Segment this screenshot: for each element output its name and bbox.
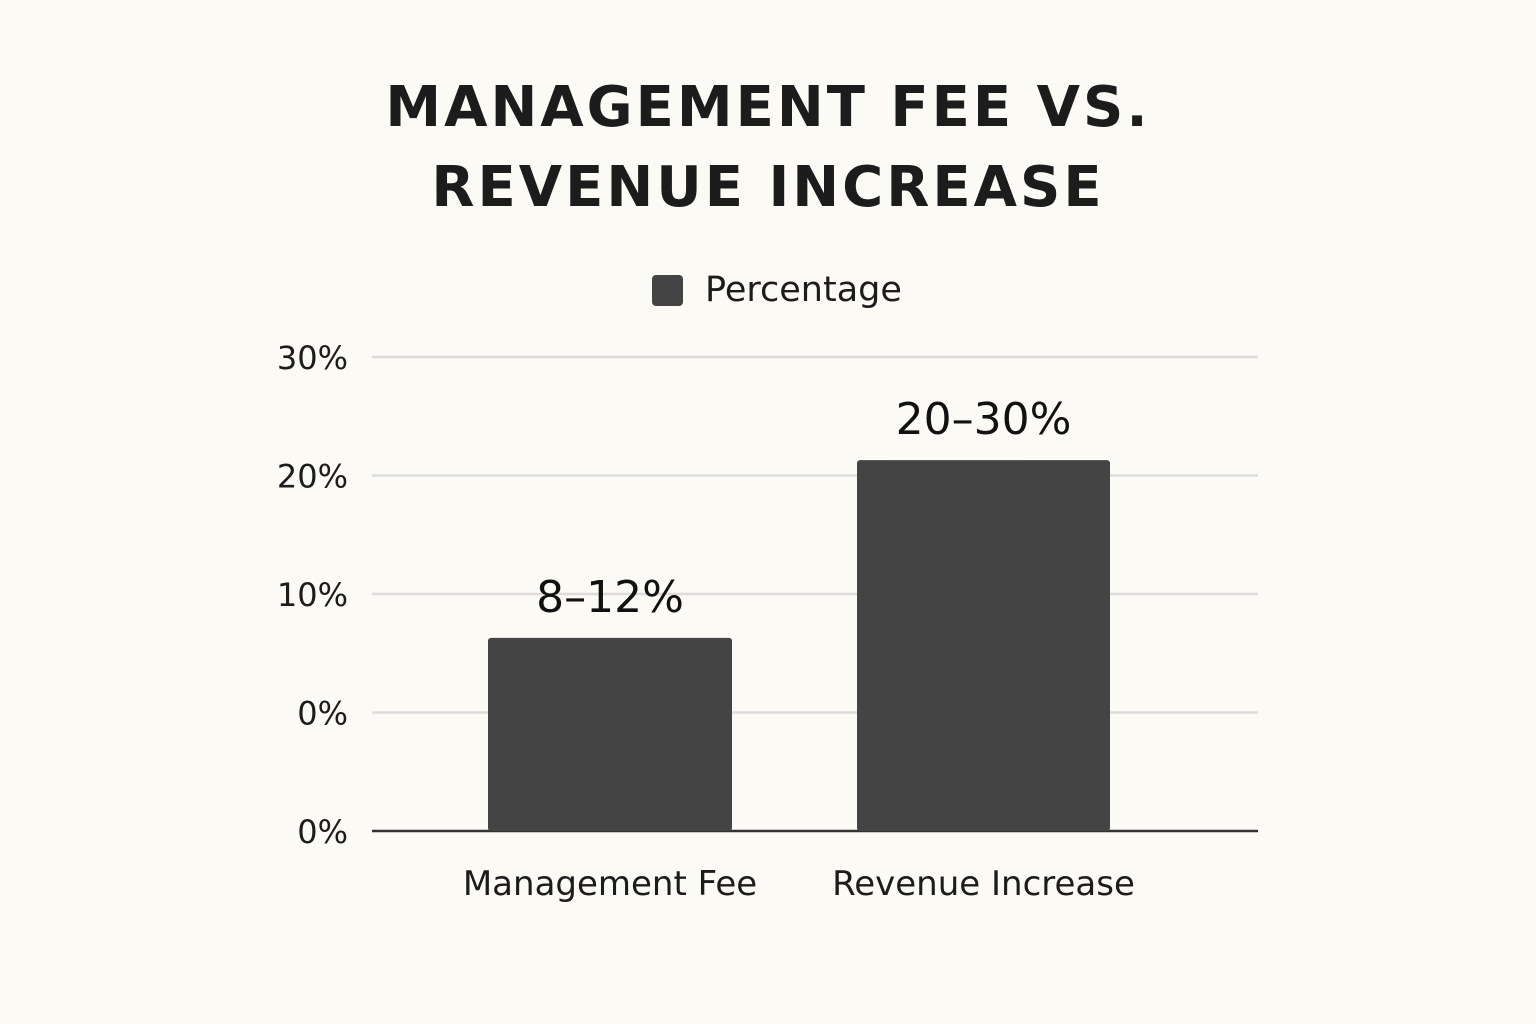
y-tick-label: 0%	[297, 695, 348, 733]
legend-swatch	[652, 274, 683, 306]
bar-data-label: 20–30%	[896, 394, 1072, 445]
bar	[488, 637, 732, 831]
chart-title-line-2: REVENUE INCREASE	[431, 155, 1105, 220]
labels: 0% 0% 10% 20% 30% 8–12% Management Fee 20–30% Re…	[277, 339, 1135, 904]
chart-title: MANAGEMENT FEE VS. REVENUE INCREASE	[0, 68, 1536, 228]
bar-data-label: 8–12%	[536, 572, 684, 623]
y-tick-label: 10%	[277, 576, 348, 614]
legend-label: Percentage	[705, 270, 902, 310]
bar	[857, 460, 1110, 831]
y-tick-label: 0%	[297, 813, 348, 851]
chart-title-line-1: MANAGEMENT FEE VS.	[385, 75, 1151, 140]
y-tick-label: 20%	[277, 458, 348, 496]
bars	[488, 460, 1110, 831]
x-category-label: Management Fee	[463, 864, 757, 904]
y-tick-label: 30%	[277, 339, 348, 377]
chart-legend: Percentage	[652, 266, 902, 314]
x-category-label: Revenue Increase	[832, 864, 1135, 904]
